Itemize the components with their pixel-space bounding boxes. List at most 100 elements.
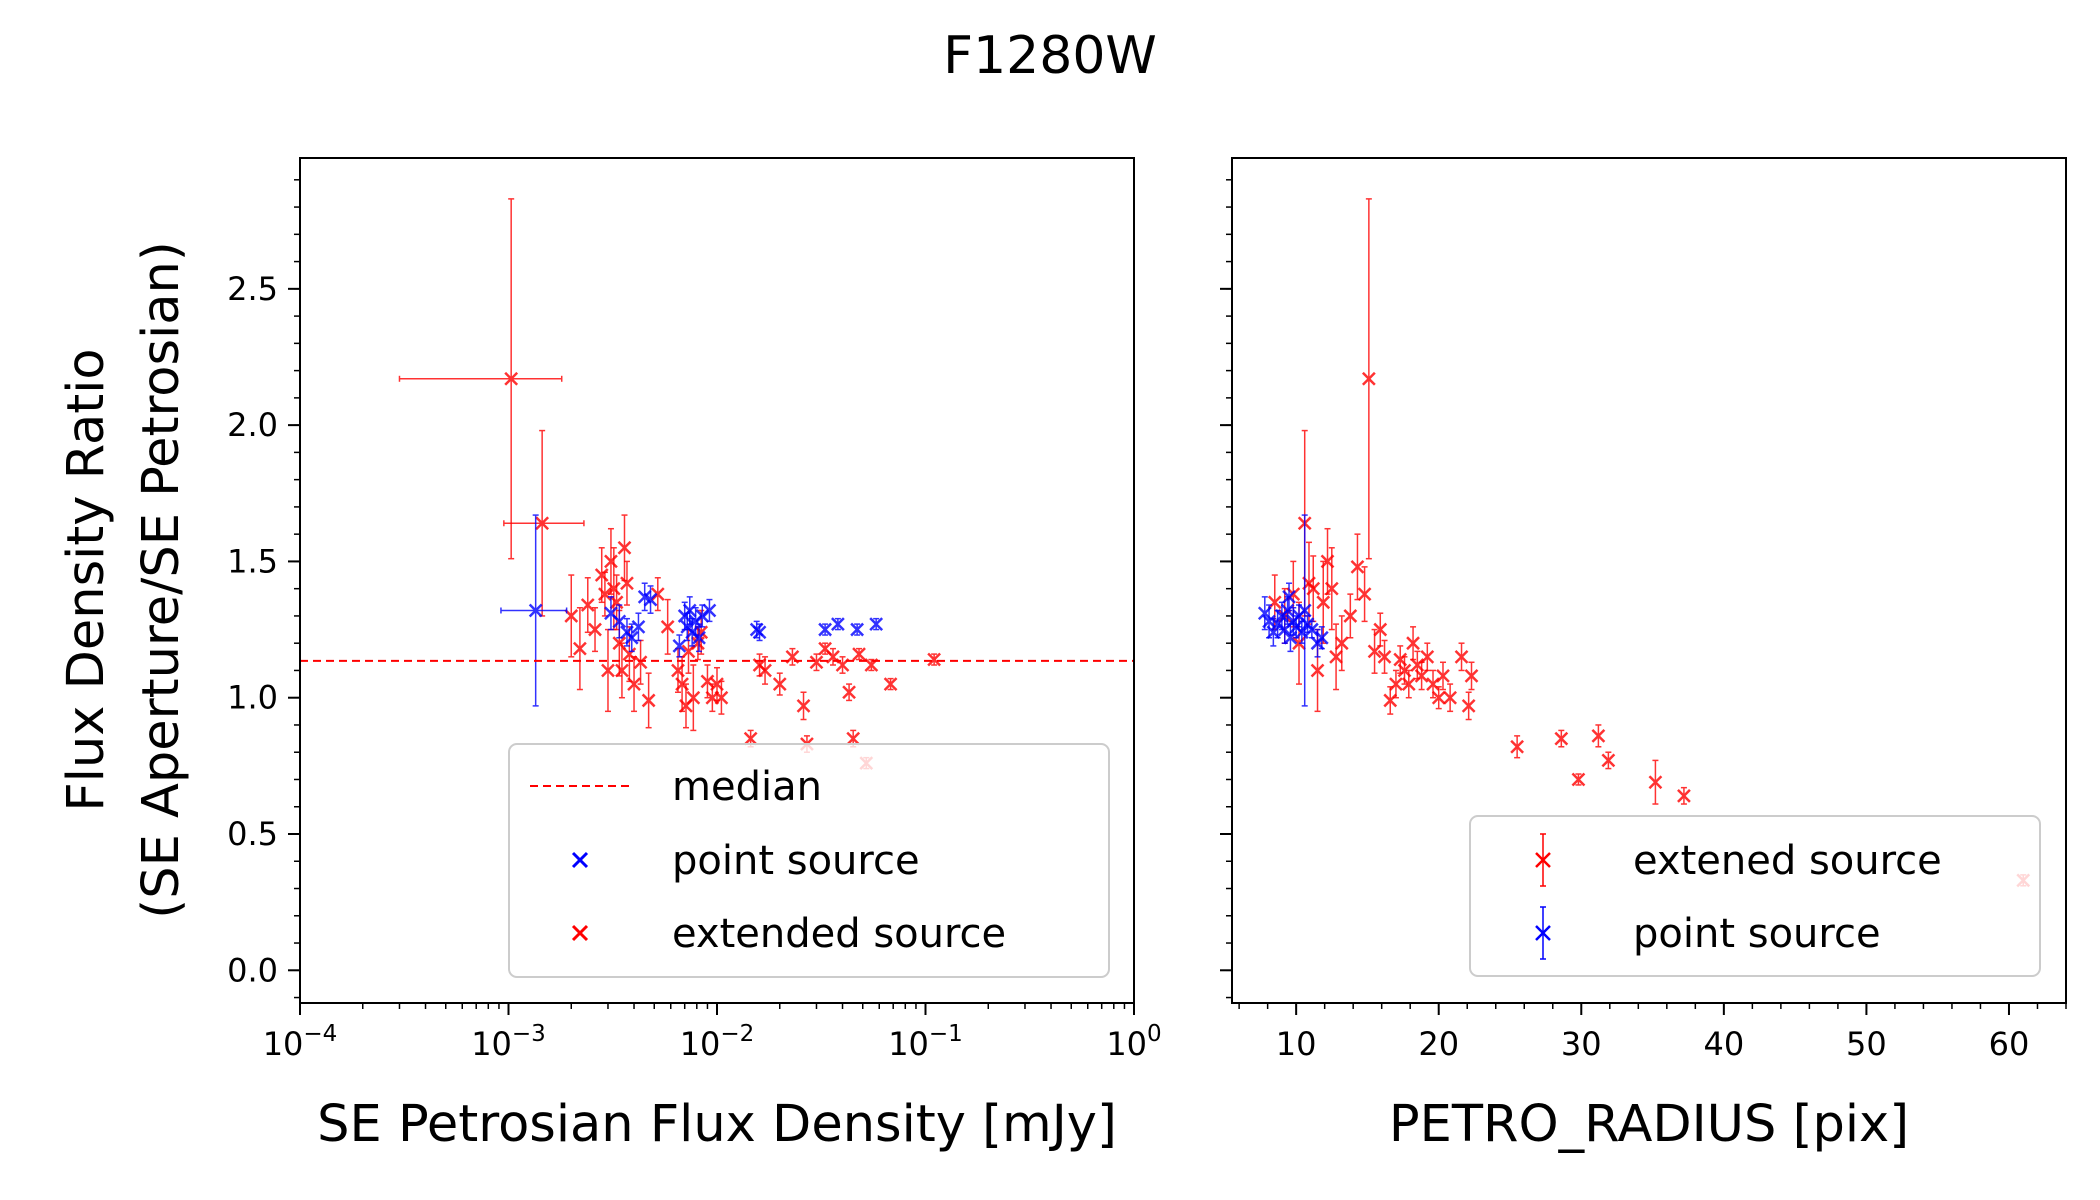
- x-marker: [1436, 669, 1450, 683]
- x-marker: [1454, 649, 1469, 664]
- x-marker-stroke-b: [580, 598, 595, 612]
- x-tick-label: 10: [1276, 1025, 1317, 1063]
- x-marker: [1324, 581, 1339, 596]
- x-marker-stroke-b: [1282, 589, 1296, 604]
- x-marker: [1316, 595, 1331, 610]
- x-marker-stroke-b: [1329, 649, 1343, 664]
- x-marker-stroke-b: [604, 554, 618, 569]
- x-marker-stroke-b: [826, 649, 840, 664]
- x-marker-stroke-b: [1510, 739, 1525, 754]
- left-y-ticks: 0.0 0.5 1.0 1.5 2.0 2.5: [227, 179, 300, 999]
- x-tick-label: 30: [1561, 1025, 1602, 1063]
- left-extended-source-marker: [588, 607, 602, 653]
- right-extended-source-marker: [1389, 669, 1403, 699]
- right-extended-source-marker: [1591, 724, 1606, 748]
- left-extended-source-marker: [601, 628, 615, 713]
- x-marker-stroke-b: [1304, 622, 1319, 637]
- x-marker-stroke-b: [528, 603, 543, 618]
- x-marker: [1350, 559, 1365, 574]
- x-marker: [1648, 775, 1663, 790]
- x-marker-stroke-b: [1397, 663, 1412, 678]
- x-marker: [601, 663, 615, 678]
- x-marker-stroke-b: [1436, 669, 1450, 683]
- right-extended-source-marker: [1406, 626, 1420, 661]
- x-marker: [700, 674, 715, 689]
- left-point-source-marker: [612, 604, 627, 639]
- x-marker-stroke-b: [643, 592, 658, 607]
- x-marker-stroke-b: [1461, 699, 1476, 713]
- x-marker: [714, 690, 729, 705]
- x-marker: [1431, 690, 1446, 705]
- x-marker-stroke-b: [1373, 622, 1388, 637]
- x-marker-stroke-b: [1343, 609, 1358, 623]
- right-extended-source-marker: [1334, 615, 1349, 672]
- x-marker: [1267, 595, 1282, 610]
- x-marker: [869, 617, 884, 631]
- right-extended-source-marker: [1431, 686, 1446, 710]
- x-marker-stroke-b: [1324, 581, 1339, 596]
- x-marker: [1426, 677, 1440, 691]
- x-marker-stroke-b: [818, 622, 832, 637]
- x-marker-stroke-b: [622, 647, 637, 661]
- left-point-source-marker: [831, 617, 845, 631]
- x-marker-stroke-b: [535, 516, 550, 531]
- x-marker-stroke-b: [846, 731, 861, 746]
- x-marker-stroke-b: [637, 589, 652, 604]
- left-extended-source-marker: [615, 642, 629, 699]
- x-marker: [1554, 731, 1569, 746]
- x-marker: [1464, 669, 1479, 683]
- legend-extened-source-swatch: [1535, 833, 1551, 887]
- x-marker-stroke-b: [1431, 690, 1446, 705]
- x-marker: [842, 685, 856, 700]
- x-marker-stroke-b: [752, 625, 767, 640]
- x-marker-stroke-b: [850, 622, 865, 637]
- x-marker-stroke-b: [617, 540, 632, 555]
- left-extended-source-marker: [758, 656, 772, 685]
- x-marker-stroke-b: [818, 641, 832, 656]
- x-marker-stroke-b: [598, 587, 612, 602]
- left-extended-source-marker: [842, 683, 856, 702]
- left-extended-source-marker: [927, 652, 942, 667]
- x-marker: [1306, 581, 1321, 596]
- x-marker-stroke-b: [627, 677, 641, 691]
- right-extended-source-marker: [1510, 735, 1525, 759]
- left-extended-source-marker: [627, 656, 641, 713]
- x-marker: [1314, 630, 1329, 645]
- left-extended-source-marker: [852, 647, 866, 661]
- x-marker: [650, 587, 665, 602]
- x-marker: [1361, 371, 1376, 386]
- x-marker: [758, 663, 772, 678]
- x-marker: [580, 598, 595, 612]
- right-x-axis-label: PETRO_RADIUS [pix]: [1389, 1095, 1909, 1154]
- x-marker-stroke-b: [1410, 658, 1425, 672]
- legend-point-x-stroke-b: [571, 851, 589, 869]
- x-marker: [1294, 625, 1309, 640]
- x-tick-base: 10: [888, 1025, 929, 1063]
- x-marker: [1461, 699, 1476, 713]
- right-point-source-marker: [1282, 582, 1296, 612]
- x-marker: [504, 371, 519, 386]
- x-tick-base: 10: [471, 1025, 512, 1063]
- x-marker-stroke-b: [714, 690, 729, 705]
- legend-point-x: [571, 851, 589, 869]
- x-marker-stroke-b: [682, 603, 697, 618]
- x-marker-stroke-b: [504, 371, 519, 386]
- left-extended-source-marker: [772, 672, 787, 696]
- right-extended-source-marker: [1383, 686, 1398, 715]
- x-marker-stroke-b: [604, 606, 618, 621]
- x-marker: [1383, 693, 1398, 708]
- legend-right-point-source-swatch: [1535, 906, 1551, 960]
- x-marker: [672, 639, 687, 653]
- left-point-source-marker: [752, 623, 767, 642]
- x-marker-stroke-b: [772, 677, 787, 691]
- left-extended-source-marker: [564, 574, 579, 658]
- right-extended-source-marker: [1361, 198, 1376, 560]
- x-marker: [1283, 630, 1298, 645]
- x-marker-stroke-b: [710, 677, 724, 691]
- right-extended-source-marker: [1554, 729, 1569, 748]
- left-point-source-marker: [692, 623, 706, 653]
- right-point-source-marker: [1294, 620, 1309, 644]
- legend-point-source-label: point source: [672, 838, 920, 884]
- x-marker: [627, 677, 641, 691]
- x-marker-stroke-b: [1267, 595, 1282, 610]
